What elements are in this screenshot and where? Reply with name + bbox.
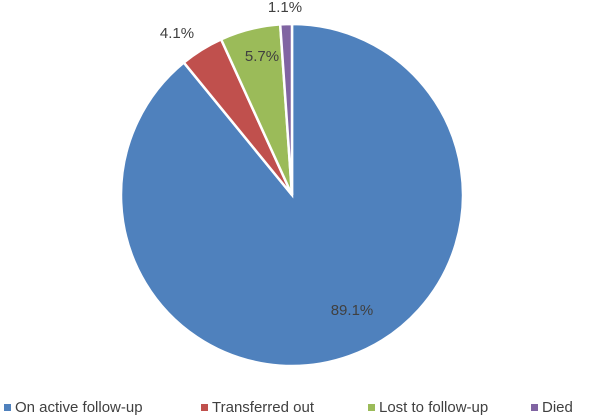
- legend-label: Lost to follow-up: [379, 399, 488, 416]
- legend-marker: [4, 404, 11, 411]
- pie-slice: [119, 22, 465, 368]
- data-label: 4.1%: [160, 25, 194, 42]
- data-label: 5.7%: [245, 48, 279, 65]
- legend-marker: [531, 404, 538, 411]
- legend-marker: [201, 404, 208, 411]
- legend-label: Transferred out: [212, 399, 315, 416]
- legend-marker: [368, 404, 375, 411]
- legend-label: On active follow-up: [15, 399, 143, 416]
- data-label: 89.1%: [331, 302, 374, 319]
- pie-slice: [278, 22, 294, 196]
- legend-label: Died: [542, 399, 573, 416]
- data-label: 1.1%: [268, 0, 302, 16]
